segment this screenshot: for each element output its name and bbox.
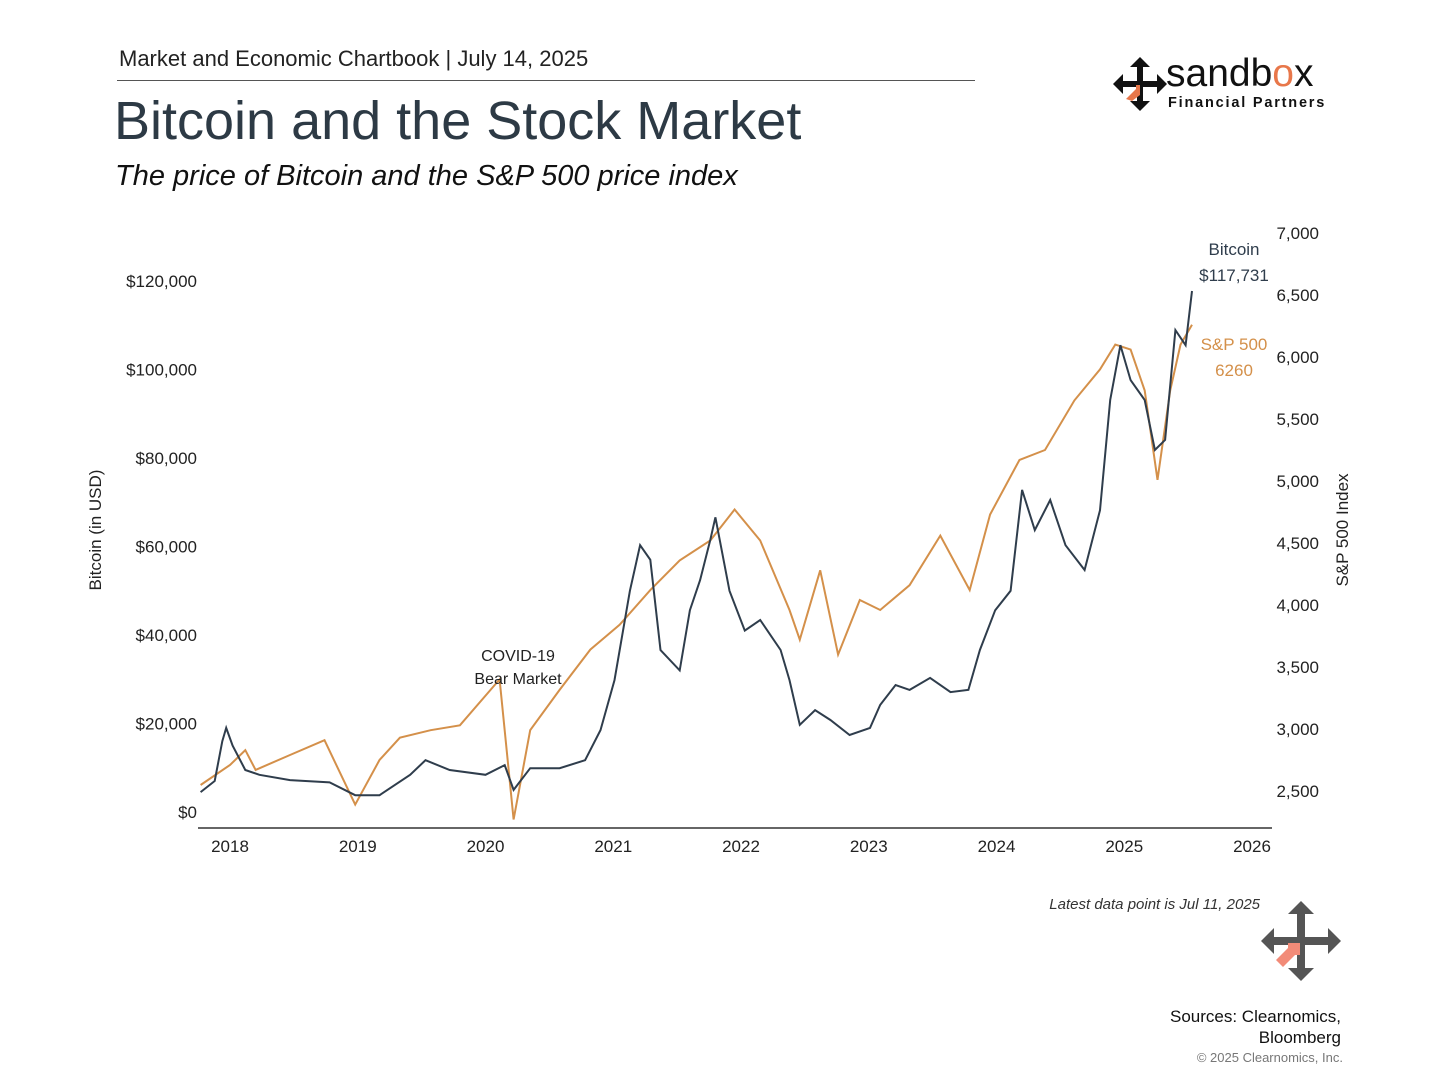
sources-line-1: Sources: Clearnomics, (1169, 1007, 1341, 1026)
left-tick-label: $60,000 (136, 538, 197, 557)
sandbox-logo-icon (1113, 57, 1167, 111)
sandbox-mark-icon (1261, 901, 1341, 981)
right-tick-label: 2,500 (1276, 782, 1319, 801)
left-axis-ticks: $0 $20,000 $40,000 $60,000 $80,000 $100,000 $1… (126, 272, 197, 822)
right-axis-label: S&P 500 Index (1333, 473, 1352, 587)
x-tick-label: 2019 (339, 837, 377, 856)
left-tick-label: $120,000 (126, 272, 197, 291)
bitcoin-end-value: $117,731 (1199, 266, 1269, 285)
right-tick-label: 4,500 (1276, 534, 1319, 553)
left-tick-label: $80,000 (136, 449, 197, 468)
right-tick-label: 3,500 (1276, 658, 1319, 677)
page-subtitle: The price of Bitcoin and the S&P 500 pri… (115, 160, 738, 192)
right-tick-label: 5,000 (1276, 472, 1319, 491)
bitcoin-sp500-chart: $0 $20,000 $40,000 $60,000 $80,000 $100,000 $1… (86, 224, 1352, 856)
x-tick-label: 2024 (978, 837, 1016, 856)
sp500-end-value: 6260 (1215, 361, 1253, 380)
right-tick-label: 4,000 (1276, 596, 1319, 615)
chartbook-kicker: Market and Economic Chartbook | July 14,… (119, 46, 589, 71)
logo-word-end: x (1293, 52, 1314, 95)
right-tick-label: 6,000 (1276, 348, 1319, 367)
logo-wordmark: sandbox (1166, 52, 1313, 96)
left-tick-label: $0 (178, 803, 197, 822)
x-tick-label: 2018 (211, 837, 249, 856)
right-tick-label: 7,000 (1276, 224, 1319, 243)
left-tick-label: $20,000 (136, 715, 197, 734)
right-tick-label: 6,500 (1276, 286, 1319, 305)
series-line-bitcoin (199, 290, 1193, 797)
bitcoin-end-label: Bitcoin (1208, 240, 1259, 259)
logo-tagline: Financial Partners (1168, 95, 1327, 111)
left-axis-label: Bitcoin (in USD) (86, 470, 105, 591)
latest-data-note: Latest data point is Jul 11, 2025 (1049, 896, 1260, 913)
series-line-sp500 (200, 324, 1193, 820)
x-tick-label: 2020 (467, 837, 505, 856)
page-title: Bitcoin and the Stock Market (114, 91, 802, 151)
right-axis-ticks: 2,500 3,000 3,500 4,000 4,500 5,000 5,500 6,000… (1276, 224, 1319, 801)
sources-note: Sources: Clearnomics, Bloomberg (1100, 1006, 1341, 1048)
x-tick-label: 2022 (722, 837, 760, 856)
sources-line-2: Bloomberg (1258, 1028, 1341, 1047)
left-tick-label: $100,000 (126, 361, 197, 380)
x-axis-ticks: 2018 2019 2020 2021 2022 2023 2024 2025 2026 (211, 837, 1271, 856)
logo-word-accent: o (1272, 52, 1294, 95)
x-tick-label: 2025 (1105, 837, 1143, 856)
x-tick-label: 2026 (1233, 837, 1271, 856)
covid-annotation-line1: COVID-19 (481, 648, 555, 665)
x-tick-label: 2023 (850, 837, 888, 856)
right-tick-label: 5,500 (1276, 410, 1319, 429)
copyright: © 2025 Clearnomics, Inc. (1196, 1050, 1343, 1065)
right-tick-label: 3,000 (1276, 720, 1319, 739)
x-tick-label: 2021 (594, 837, 632, 856)
sp500-end-label: S&P 500 (1201, 335, 1268, 354)
covid-annotation-line2: Bear Market (474, 671, 562, 688)
logo-word-main: sandb (1166, 52, 1273, 95)
left-tick-label: $40,000 (136, 626, 197, 645)
header-divider (117, 80, 975, 81)
